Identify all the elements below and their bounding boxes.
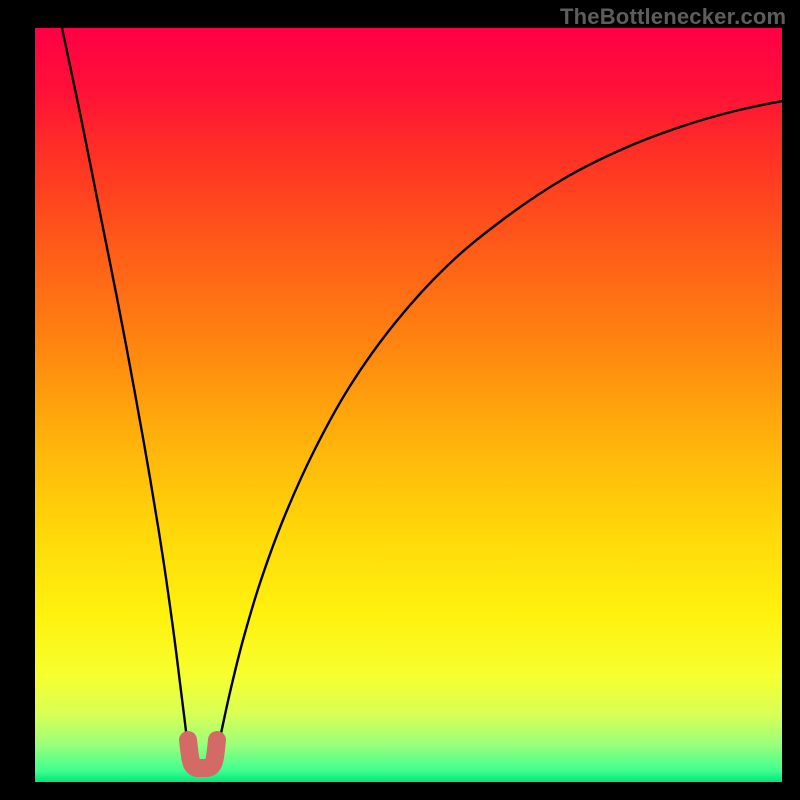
watermark-label: TheBottlenecker.com (560, 4, 786, 30)
gradient-background (35, 28, 782, 782)
plot-svg (35, 28, 782, 782)
chart-frame: TheBottlenecker.com (0, 0, 800, 800)
plot-area (35, 28, 782, 782)
